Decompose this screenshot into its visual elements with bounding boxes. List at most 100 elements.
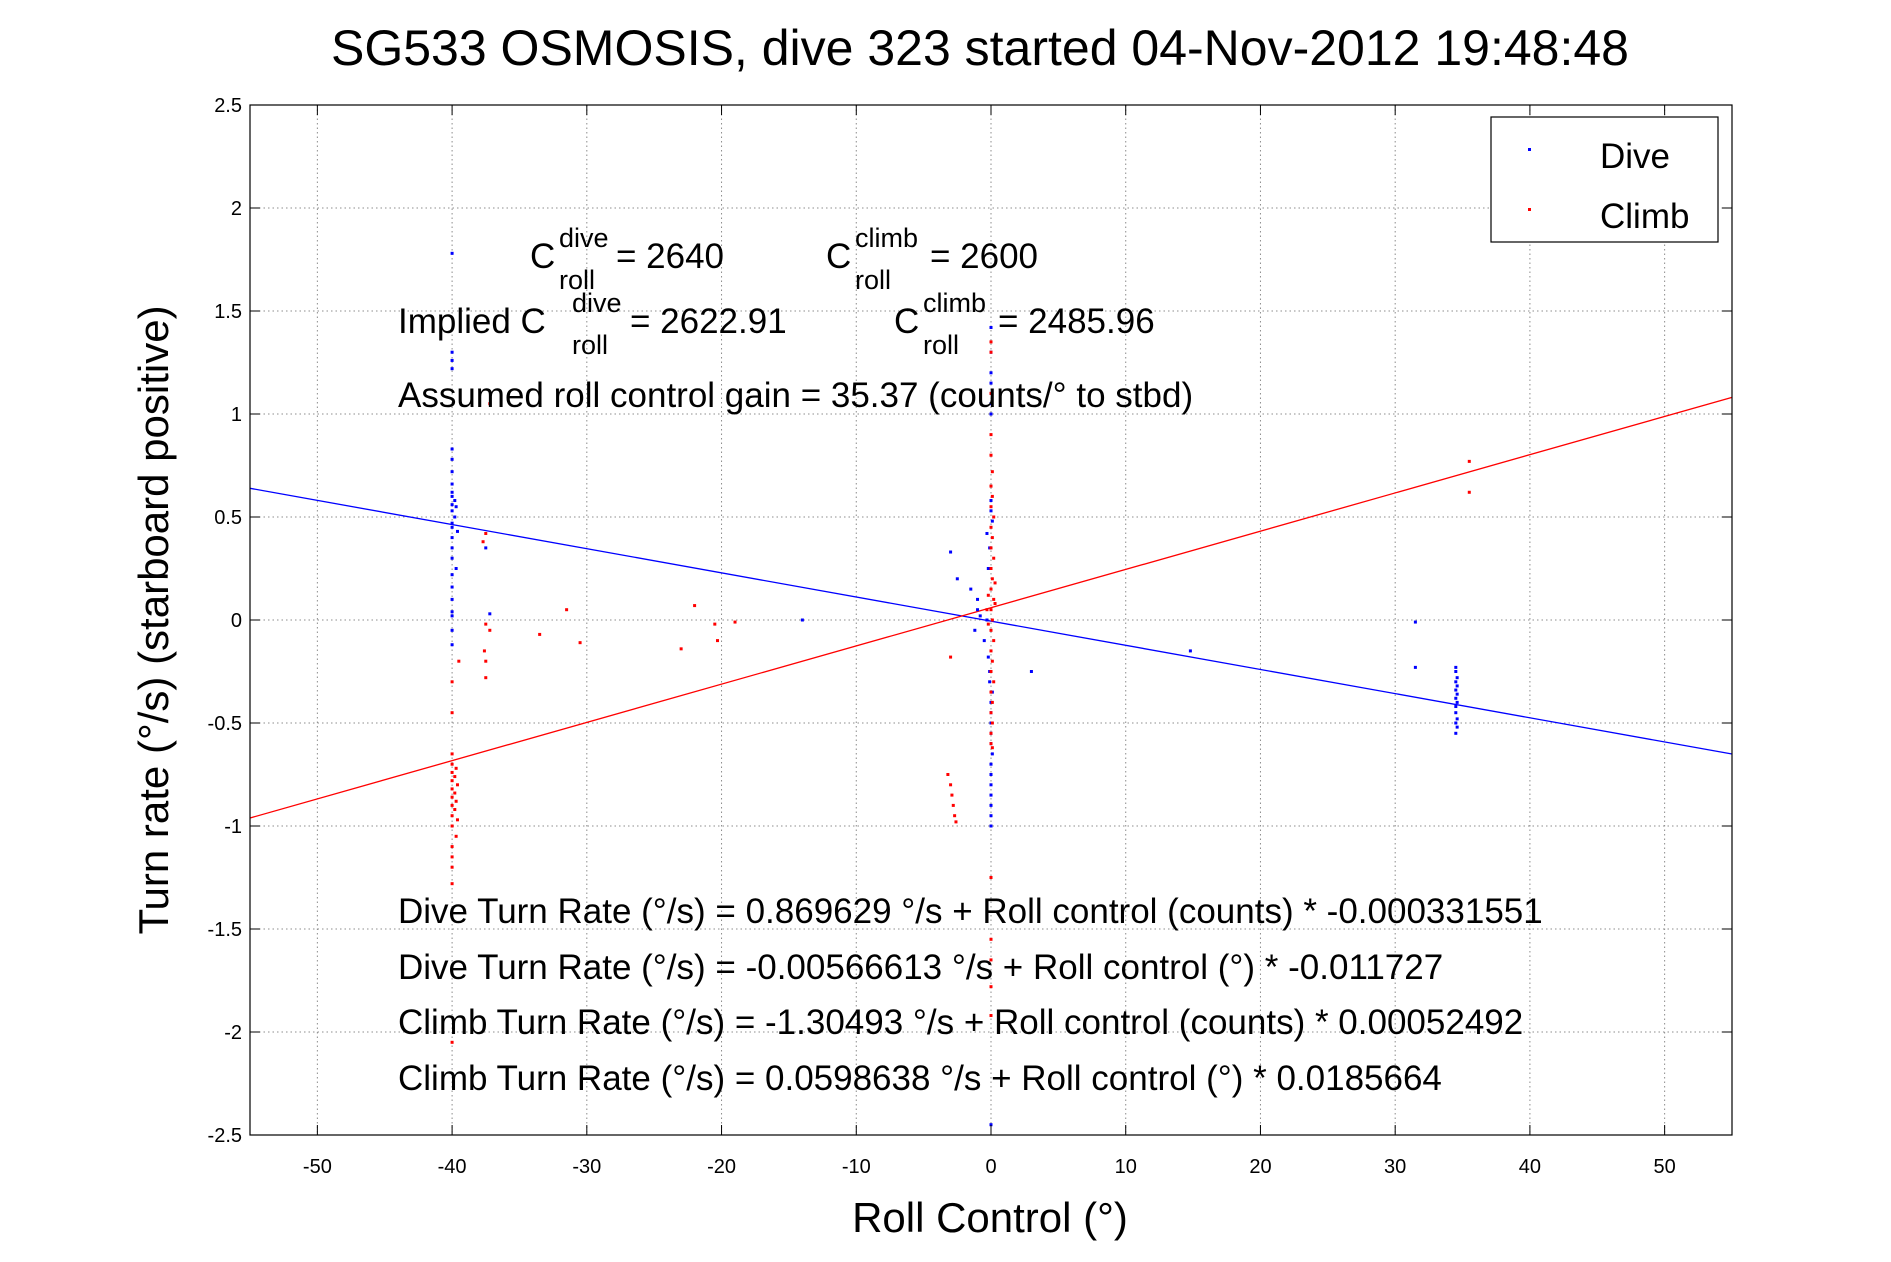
equation-2: Dive Turn Rate (°/s) = -0.00566613 °/s +… xyxy=(398,948,1443,987)
climb-point xyxy=(989,453,993,457)
dive-point xyxy=(800,618,804,622)
climb-point xyxy=(450,752,454,756)
climb-point xyxy=(565,608,569,612)
dive-point xyxy=(989,509,993,513)
dive-point xyxy=(1455,717,1459,721)
dive-point xyxy=(989,1123,993,1127)
climb-point xyxy=(989,711,993,715)
implied-climb-sup: climb xyxy=(923,288,986,318)
climb-point xyxy=(450,762,454,766)
dive-point xyxy=(450,585,454,589)
dive-point xyxy=(1454,696,1458,700)
dive-point xyxy=(989,773,993,776)
dive-point xyxy=(978,614,982,618)
climb-point xyxy=(989,433,993,437)
dive-point xyxy=(450,546,454,550)
x-tick-label: -40 xyxy=(438,1156,467,1178)
climb-point xyxy=(450,795,454,799)
dive-point xyxy=(989,824,993,828)
climb-point xyxy=(986,622,990,626)
climb-point xyxy=(455,783,459,787)
dive-point xyxy=(1454,688,1458,692)
y-tick-label: 2.5 xyxy=(214,95,242,117)
climb-point xyxy=(989,628,993,632)
y-tick-label: -2.5 xyxy=(208,1125,242,1147)
x-tick-label: 50 xyxy=(1654,1156,1676,1178)
dive-point xyxy=(986,655,990,659)
climb-point xyxy=(989,690,993,694)
climb-point xyxy=(986,593,990,597)
implied-dive-sup: dive xyxy=(572,288,622,318)
climb-point xyxy=(450,814,454,818)
climb-point xyxy=(992,556,996,560)
climb-point xyxy=(989,649,993,653)
climb-point xyxy=(990,536,994,540)
dive-point xyxy=(988,680,992,684)
implied-climb-value: = 2485.96 xyxy=(998,302,1155,341)
climb-point xyxy=(450,855,454,859)
dive-point xyxy=(450,367,454,371)
climb-point xyxy=(454,799,458,803)
y-tick-label: 1 xyxy=(231,404,242,426)
climb-point xyxy=(454,766,458,770)
c-dive-sup: dive xyxy=(559,223,609,253)
c-climb-label: C xyxy=(826,237,851,276)
data-points xyxy=(450,251,1471,1127)
climb-point xyxy=(949,655,953,659)
x-tick-label: -30 xyxy=(572,1156,601,1178)
climb-point xyxy=(990,618,994,622)
climb-point xyxy=(484,659,488,663)
dive-point xyxy=(450,521,454,525)
climb-point xyxy=(985,608,989,612)
climb-point xyxy=(989,505,993,509)
climb-point xyxy=(992,639,996,643)
equation-1: Dive Turn Rate (°/s) = 0.869629 °/s + Ro… xyxy=(398,892,1543,931)
climb-point xyxy=(450,845,454,849)
climb-point xyxy=(450,787,454,791)
climb-point xyxy=(455,818,459,822)
dive-point xyxy=(976,597,980,601)
x-axis-title: Roll Control (°) xyxy=(852,1194,1128,1241)
climb-point xyxy=(453,808,457,812)
dive-point xyxy=(989,499,993,503)
dive-point xyxy=(450,628,454,632)
implied-dive-sub: roll xyxy=(572,330,608,360)
dive-point xyxy=(1454,711,1458,715)
y-tick-label: 2 xyxy=(231,198,242,220)
climb-point xyxy=(951,803,955,807)
dive-point xyxy=(989,381,993,385)
climb-point xyxy=(450,770,454,774)
c-dive-label: C xyxy=(530,237,555,276)
climb-point xyxy=(450,779,454,783)
dive-point xyxy=(985,531,989,535)
climb-point xyxy=(457,659,461,663)
dive-point xyxy=(488,612,492,616)
climb-point xyxy=(950,793,954,797)
climb-point xyxy=(989,937,993,941)
dive-point xyxy=(450,536,454,540)
dive-point xyxy=(989,803,993,807)
climb-point xyxy=(990,700,994,704)
dive-point xyxy=(450,482,454,486)
climb-point xyxy=(716,639,720,643)
dive-point xyxy=(450,490,454,494)
x-tick-label: -50 xyxy=(303,1156,332,1178)
c-dive-sub: roll xyxy=(559,265,595,295)
climb-point xyxy=(450,711,454,715)
chart-title: SG533 OSMOSIS, dive 323 started 04-Nov-2… xyxy=(331,20,1629,76)
dive-point xyxy=(1455,676,1459,680)
climb-point xyxy=(450,882,454,886)
dive-point xyxy=(1454,721,1458,725)
climb-point xyxy=(989,546,993,550)
y-tick-label: -0.5 xyxy=(208,713,242,735)
climb-point xyxy=(989,1014,993,1018)
climb-series xyxy=(450,340,1471,1044)
equation-4: Climb Turn Rate (°/s) = 0.0598638 °/s + … xyxy=(398,1059,1442,1098)
dive-point xyxy=(450,556,454,560)
climb-point xyxy=(989,731,993,735)
dive-point xyxy=(450,597,454,601)
x-tick-label: -20 xyxy=(707,1156,736,1178)
climb-fit-line xyxy=(249,396,1733,819)
climb-point xyxy=(450,803,454,807)
climb-point xyxy=(990,577,994,581)
